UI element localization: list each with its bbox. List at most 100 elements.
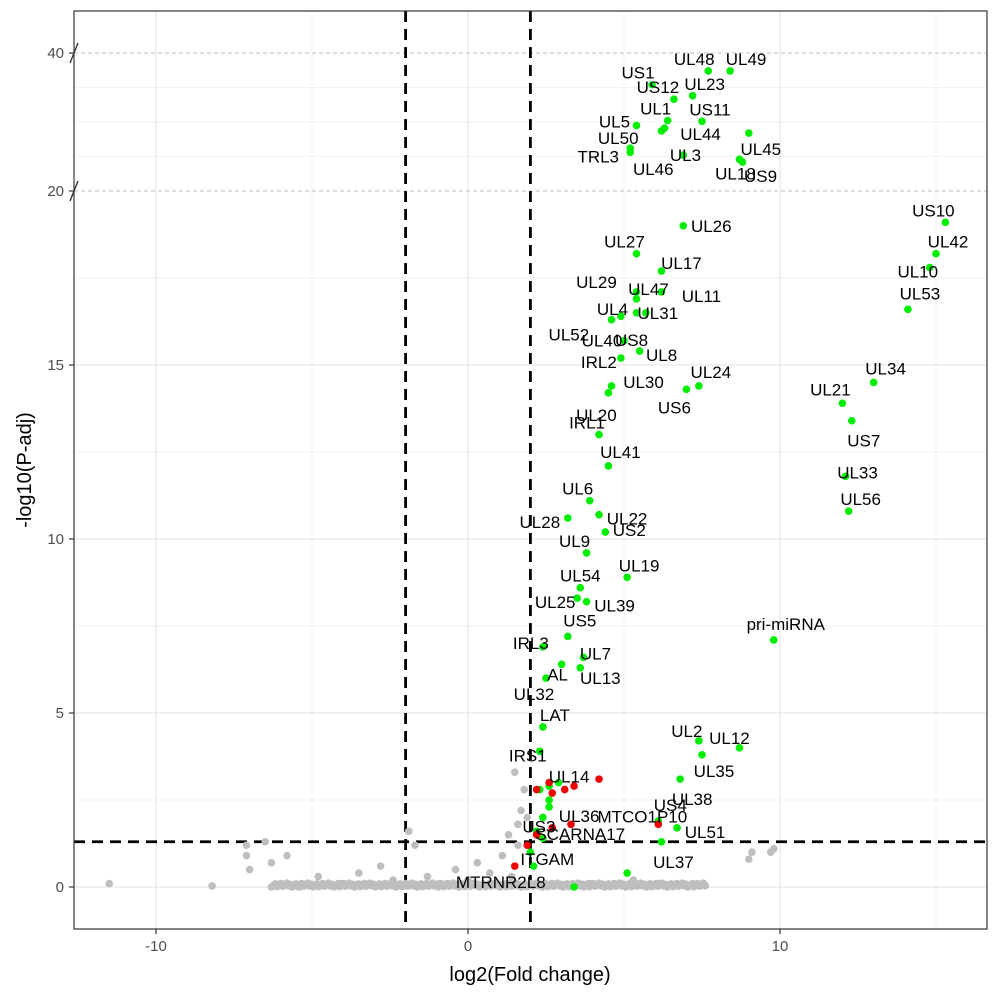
gene-label: UL34 bbox=[865, 359, 906, 378]
data-point bbox=[904, 305, 912, 314]
gene-label: TRL3 bbox=[577, 147, 619, 166]
gene-label: UL49 bbox=[726, 50, 767, 69]
gene-label: UL18 bbox=[715, 164, 756, 183]
gene-label: US5 bbox=[563, 611, 596, 630]
data-point bbox=[582, 597, 591, 606]
data-point bbox=[576, 663, 585, 672]
data-point bbox=[679, 151, 688, 159]
data-point bbox=[564, 514, 572, 522]
data-point bbox=[314, 872, 323, 881]
data-point bbox=[657, 837, 666, 846]
gene-label: UL47 bbox=[628, 280, 669, 299]
gene-label: UL3 bbox=[670, 146, 701, 165]
data-point bbox=[698, 117, 706, 126]
gene-label: UL38 bbox=[672, 790, 713, 809]
gene-label: UL8 bbox=[646, 346, 677, 365]
data-point bbox=[838, 399, 847, 408]
data-point bbox=[676, 775, 684, 783]
data-point bbox=[411, 841, 419, 850]
data-point bbox=[504, 831, 513, 839]
threshold-lines bbox=[74, 11, 987, 929]
data-point bbox=[573, 594, 581, 602]
gene-label: UL35 bbox=[694, 762, 735, 781]
data-point bbox=[698, 750, 706, 759]
data-point bbox=[623, 573, 631, 582]
data-point bbox=[336, 879, 344, 888]
gene-label: UL44 bbox=[680, 125, 721, 144]
data-point bbox=[486, 869, 494, 877]
gene-label: UL36 bbox=[559, 807, 600, 826]
data-point bbox=[607, 881, 616, 890]
data-point bbox=[632, 295, 641, 303]
data-point bbox=[582, 549, 591, 557]
data-point bbox=[604, 462, 613, 470]
data-point bbox=[514, 841, 522, 850]
data-point bbox=[673, 824, 681, 832]
data-point bbox=[242, 841, 251, 850]
data-point bbox=[617, 312, 625, 321]
data-point bbox=[595, 775, 603, 783]
data-point bbox=[585, 879, 594, 888]
data-point bbox=[545, 778, 553, 787]
plot-panel-border bbox=[73, 10, 988, 930]
data-point bbox=[626, 148, 635, 157]
y-tick-label: 10 bbox=[47, 531, 64, 548]
data-point bbox=[283, 851, 291, 860]
data-point bbox=[657, 288, 666, 296]
data-point bbox=[695, 382, 703, 390]
data-point bbox=[735, 744, 744, 752]
data-point bbox=[925, 263, 934, 272]
data-point bbox=[557, 660, 566, 669]
data-point bbox=[539, 834, 547, 843]
data-point bbox=[514, 820, 522, 829]
data-point bbox=[545, 803, 553, 811]
x-tick-label: -10 bbox=[145, 938, 167, 955]
gene-label: UL53 bbox=[900, 284, 941, 303]
gene-label: UL27 bbox=[604, 233, 645, 252]
data-point bbox=[695, 737, 703, 745]
data-points bbox=[105, 67, 950, 891]
data-point bbox=[745, 129, 753, 137]
gene-label: UL48 bbox=[674, 50, 715, 69]
y-tick-label: 5 bbox=[56, 705, 64, 722]
gene-label: UL23 bbox=[684, 75, 725, 94]
data-point bbox=[844, 507, 853, 515]
data-point bbox=[601, 528, 610, 536]
gene-label: UL24 bbox=[691, 363, 732, 382]
data-point bbox=[517, 806, 525, 815]
gene-label: UL33 bbox=[837, 463, 878, 482]
gene-label: UL32 bbox=[514, 685, 555, 704]
data-point bbox=[847, 416, 856, 425]
data-point bbox=[520, 785, 528, 794]
data-point bbox=[535, 747, 544, 756]
axis-break-mark bbox=[69, 42, 79, 64]
data-point bbox=[632, 121, 641, 130]
gene-label: UL7 bbox=[580, 644, 611, 663]
gene-label: UL40 bbox=[582, 332, 623, 351]
data-point bbox=[267, 858, 276, 867]
data-point bbox=[629, 876, 638, 884]
data-point bbox=[701, 881, 709, 890]
data-point bbox=[451, 865, 460, 874]
gene-label: UL5 bbox=[599, 112, 630, 131]
data-point bbox=[648, 80, 656, 89]
data-point bbox=[277, 881, 285, 890]
data-point bbox=[726, 67, 734, 75]
gene-label: MTRNR2L8 bbox=[456, 873, 546, 892]
gene-label: UL45 bbox=[740, 140, 781, 159]
data-point bbox=[498, 851, 507, 860]
gene-label: US4 bbox=[654, 796, 687, 815]
gene-label: UL13 bbox=[580, 669, 621, 688]
data-point bbox=[745, 855, 753, 863]
y-tick-label: 0 bbox=[56, 879, 64, 896]
data-point bbox=[245, 865, 254, 874]
data-point bbox=[585, 496, 594, 505]
gene-label: UL2 bbox=[671, 722, 702, 741]
gene-label: US9 bbox=[744, 167, 777, 186]
gene-label: AL bbox=[547, 665, 568, 684]
data-point bbox=[595, 510, 603, 519]
data-point bbox=[688, 879, 697, 888]
gene-label: UL46 bbox=[633, 160, 674, 179]
